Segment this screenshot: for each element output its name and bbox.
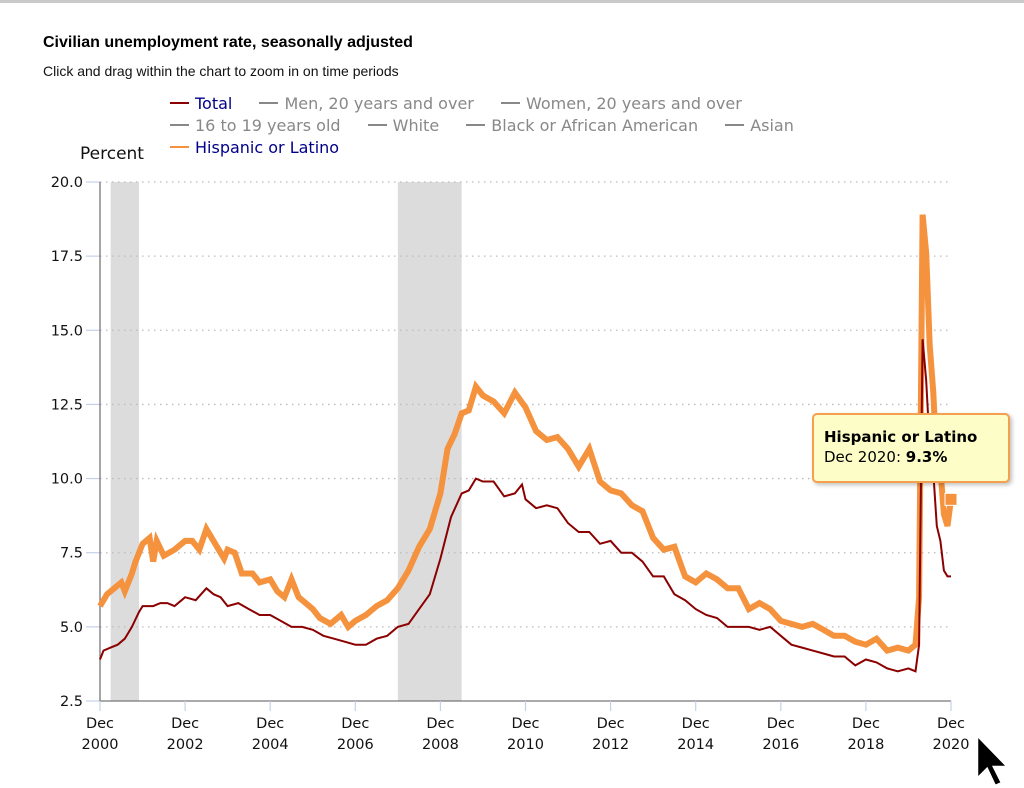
- legend-label: Total: [195, 94, 233, 113]
- legend-swatch: [259, 101, 279, 104]
- legend-label: White: [392, 116, 440, 135]
- legend-row-3: Hispanic or Latino: [170, 137, 816, 159]
- legend-label: 16 to 19 years old: [195, 116, 341, 135]
- x-tick-label-month: Dec: [767, 716, 795, 732]
- x-tick-label-month: Dec: [511, 716, 539, 732]
- legend-swatch: [170, 145, 189, 148]
- y-tick-label: 15.0: [51, 323, 83, 339]
- legend-label: Women, 20 years and over: [525, 94, 742, 113]
- legend-label: Men, 20 years and over: [284, 94, 474, 113]
- series-line-total: [99, 339, 951, 673]
- legend-swatch: [170, 123, 189, 126]
- x-tick-label-month: Dec: [341, 716, 369, 732]
- legend-item-total[interactable]: Total: [170, 93, 232, 115]
- tooltip: Hispanic or Latino Dec 2020: 9.3%: [812, 413, 1010, 483]
- x-tick-label-month: Dec: [426, 716, 454, 732]
- legend-swatch: [725, 123, 745, 126]
- x-tick-label-year: 2004: [252, 737, 289, 753]
- y-tick-labels: 2.5 5.0 7.5 10.0 12.5 15.0 17.5 20.0: [51, 175, 83, 710]
- x-tick-label-year: 2008: [422, 737, 459, 753]
- legend-label: Hispanic or Latino: [195, 138, 340, 157]
- legend-label: Black or African American: [491, 116, 699, 135]
- series-line-hispanic: [97, 214, 954, 654]
- y-tick-label: 12.5: [51, 397, 83, 413]
- legend-item-black[interactable]: Black or African American: [466, 115, 698, 137]
- legend-swatch: [367, 123, 387, 126]
- legend-row-2: 16 to 19 years old White Black or Africa…: [170, 115, 816, 137]
- y-tick-label: 7.5: [60, 546, 83, 562]
- highlight-marker: [944, 492, 958, 506]
- chart-title: Civilian unemployment rate, seasonally a…: [43, 34, 413, 51]
- highlight-point: [944, 492, 958, 506]
- x-tick-label-year: 2012: [592, 737, 629, 753]
- y-tick-label: 5.0: [60, 620, 83, 636]
- x-tick-label-month: Dec: [256, 716, 284, 732]
- x-tick-label-month: Dec: [682, 716, 710, 732]
- x-tick-label-year: 2020: [933, 737, 970, 753]
- mouse-pointer-icon: [975, 733, 1011, 788]
- chart-subtitle: Click and drag within the chart to zoom …: [43, 63, 399, 79]
- legend-row-1: Total Men, 20 years and over Women, 20 y…: [170, 93, 816, 115]
- legend-swatch: [500, 101, 520, 104]
- legend: Total Men, 20 years and over Women, 20 y…: [170, 93, 816, 159]
- tooltip-date: Dec 2020:: [824, 448, 906, 466]
- series-lines: [97, 214, 954, 673]
- x-tick-label-month: Dec: [937, 716, 965, 732]
- x-tick-label-month: Dec: [86, 716, 114, 732]
- x-tick-label-year: 2014: [677, 737, 714, 753]
- x-tick-label-month: Dec: [597, 716, 625, 732]
- x-tick-label-month: Dec: [171, 716, 199, 732]
- x-tick-label-year: 2006: [337, 737, 374, 753]
- recession-band: [110, 182, 140, 701]
- top-border: [0, 0, 1024, 3]
- legend-swatch: [170, 101, 189, 104]
- x-tick-label-year: 2018: [847, 737, 884, 753]
- tooltip-series-name: Hispanic or Latino: [824, 428, 978, 446]
- x-tick-labels: Dec 2000 Dec 2002 Dec 2004 Dec 2006 Dec 2008 Dec 20…: [82, 701, 970, 753]
- y-tick-label: 10.0: [51, 472, 83, 488]
- x-tick-label-year: 2000: [82, 737, 119, 753]
- legend-item-men-20-over[interactable]: Men, 20 years and over: [259, 93, 474, 115]
- legend-item-16-to-19[interactable]: 16 to 19 years old: [170, 115, 341, 137]
- legend-label: Asian: [750, 116, 794, 135]
- legend-item-white[interactable]: White: [367, 115, 440, 137]
- legend-item-women-20-over[interactable]: Women, 20 years and over: [500, 93, 742, 115]
- x-tick-label-year: 2002: [167, 737, 204, 753]
- tooltip-value-line: Dec 2020: 9.3%: [824, 448, 947, 466]
- y-axis-label: Percent: [80, 144, 144, 164]
- legend-swatch: [466, 123, 486, 126]
- x-tick-label-year: 2010: [507, 737, 544, 753]
- y-tick-label: 17.5: [51, 249, 83, 265]
- legend-item-hispanic[interactable]: Hispanic or Latino: [170, 137, 339, 159]
- x-tick-label-year: 2016: [762, 737, 799, 753]
- y-tick-label: 2.5: [60, 694, 83, 710]
- legend-item-asian[interactable]: Asian: [725, 115, 794, 137]
- tooltip-value: 9.3%: [905, 448, 948, 466]
- x-tick-label-month: Dec: [852, 716, 880, 732]
- y-tick-label: 20.0: [51, 175, 83, 191]
